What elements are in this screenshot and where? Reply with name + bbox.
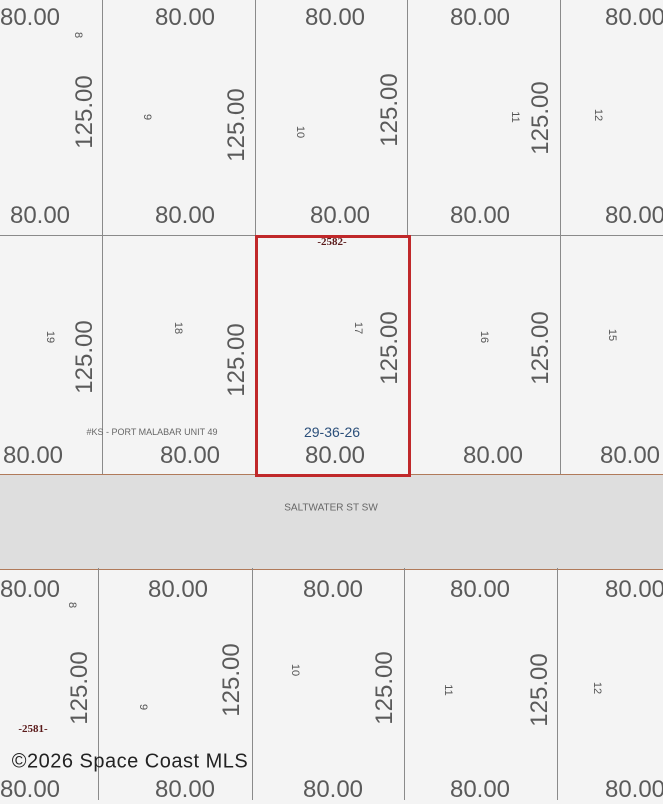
frontage-label: 80.00 xyxy=(154,4,216,31)
lot-number: 19 xyxy=(44,330,56,344)
frontage-label: 80.00 xyxy=(0,576,61,603)
selected-parcel-outline[interactable] xyxy=(255,235,411,477)
lot-number: 12 xyxy=(591,681,603,695)
frontage-label: 80.00 xyxy=(9,202,71,229)
lot-number: 11 xyxy=(442,684,454,696)
section-township-range-label: 29-36-26 xyxy=(303,424,361,440)
frontage-label: 80.00 xyxy=(604,576,663,603)
lot-number: 8 xyxy=(66,601,78,609)
lot-number: 9 xyxy=(141,113,153,121)
frontage-label: 80.00 xyxy=(462,442,524,469)
street-saltwater-st-sw xyxy=(0,474,663,570)
depth-label: 125.00 xyxy=(527,81,554,155)
lot-number: 17 xyxy=(352,321,364,335)
lot-number: 15 xyxy=(606,328,618,342)
lot-line xyxy=(98,568,99,800)
frontage-label: 80.00 xyxy=(0,776,61,803)
lot-line xyxy=(560,0,561,235)
depth-label: 125.00 xyxy=(223,88,250,162)
frontage-label: 80.00 xyxy=(604,202,663,229)
lot-number: 10 xyxy=(289,663,301,677)
lot-number: 18 xyxy=(172,321,184,335)
depth-label: 125.00 xyxy=(371,651,398,725)
block-label: -2582- xyxy=(317,236,347,248)
frontage-label: 80.00 xyxy=(302,576,364,603)
frontage-label: 80.00 xyxy=(449,202,511,229)
lot-number: 9 xyxy=(137,703,149,711)
lot-line xyxy=(560,235,561,474)
watermark: ©2026 Space Coast MLS xyxy=(11,750,249,773)
lot-number: 11 xyxy=(509,111,521,123)
street-name-label: SALTWATER ST SW xyxy=(284,502,378,514)
depth-label: 125.00 xyxy=(66,651,93,725)
lot-number: 16 xyxy=(478,330,490,344)
frontage-label: 80.00 xyxy=(449,776,511,803)
lot-line xyxy=(557,568,558,800)
frontage-label: 80.00 xyxy=(159,442,221,469)
lot-line xyxy=(255,0,256,235)
depth-label: 125.00 xyxy=(223,323,250,397)
lot-line xyxy=(407,0,408,235)
frontage-label: 80.00 xyxy=(0,4,61,31)
frontage-label: 80.00 xyxy=(2,442,64,469)
frontage-label: 80.00 xyxy=(449,576,511,603)
depth-label: 125.00 xyxy=(71,320,98,394)
frontage-label: 80.00 xyxy=(154,202,216,229)
frontage-label: 80.00 xyxy=(449,4,511,31)
frontage-label: 80.00 xyxy=(309,202,371,229)
lot-number: 10 xyxy=(294,125,306,139)
depth-label: 125.00 xyxy=(376,73,403,147)
lot-line xyxy=(102,235,103,474)
frontage-label: 80.00 xyxy=(154,776,216,803)
frontage-label: 80.00 xyxy=(304,4,366,31)
lot-line xyxy=(252,568,253,800)
depth-label: 125.00 xyxy=(526,653,553,727)
depth-label: 125.00 xyxy=(376,311,403,385)
frontage-label: 80.00 xyxy=(604,776,663,803)
depth-label: 125.00 xyxy=(71,75,98,149)
lot-number: 12 xyxy=(592,108,604,122)
depth-label: 125.00 xyxy=(527,311,554,385)
depth-label: 125.00 xyxy=(218,643,245,717)
lot-number: 8 xyxy=(72,31,84,39)
lot-line xyxy=(404,568,405,800)
frontage-label: 80.00 xyxy=(304,442,366,469)
frontage-label: 80.00 xyxy=(147,576,209,603)
frontage-label: 80.00 xyxy=(604,4,663,31)
lot-line xyxy=(102,0,103,235)
frontage-label: 80.00 xyxy=(302,776,364,803)
subdivision-label: #KS - PORT MALABAR UNIT 49 xyxy=(86,427,218,437)
frontage-label: 80.00 xyxy=(599,442,661,469)
block-label: -2581- xyxy=(18,723,48,735)
